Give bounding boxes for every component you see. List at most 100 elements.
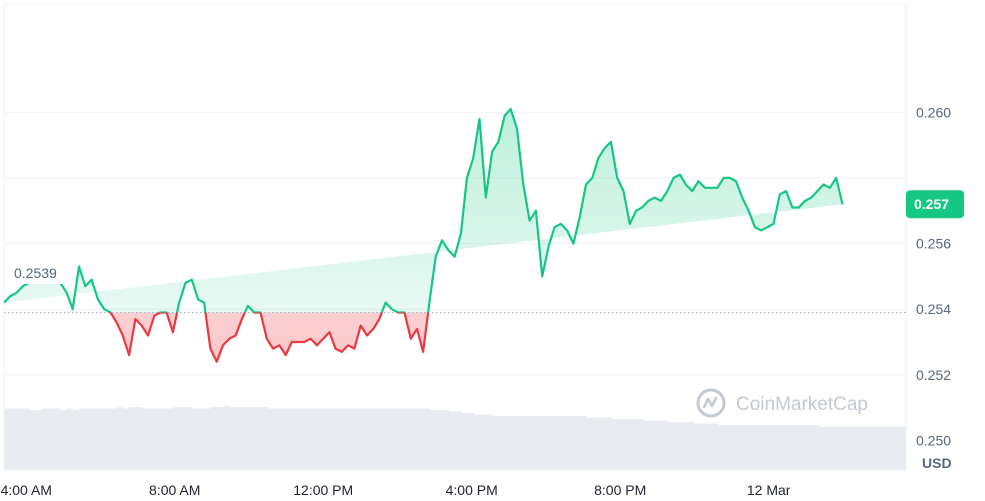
volume-bar bbox=[642, 420, 650, 470]
volume-bar bbox=[868, 426, 875, 470]
volume-bar bbox=[97, 408, 105, 470]
volume-bar bbox=[123, 408, 130, 470]
watermark-text: CoinMarketCap bbox=[736, 394, 868, 415]
volume-bar bbox=[60, 410, 67, 470]
volume-bar bbox=[348, 408, 356, 470]
volume-bar bbox=[511, 416, 518, 470]
volume-bar bbox=[849, 426, 857, 470]
volume-bar bbox=[580, 416, 587, 470]
volume-bar bbox=[373, 408, 381, 470]
volume-bar bbox=[686, 422, 694, 470]
volume-bar bbox=[135, 407, 143, 470]
volume-bar bbox=[617, 419, 625, 470]
volume-bar bbox=[655, 420, 663, 470]
volume-bar bbox=[436, 410, 443, 470]
volume-bar bbox=[229, 407, 237, 470]
volume-bar bbox=[35, 410, 42, 470]
volume-bar bbox=[786, 425, 794, 470]
volume-bar bbox=[379, 408, 387, 470]
volume-bar bbox=[116, 407, 124, 470]
volume-bar bbox=[448, 411, 456, 470]
x-tick-label: 8:00 PM bbox=[594, 482, 646, 498]
volume-bar bbox=[586, 417, 594, 470]
price-line-up bbox=[4, 107, 844, 313]
plot-frame bbox=[3, 3, 907, 471]
volume-bar bbox=[874, 426, 882, 470]
volume-bar bbox=[173, 407, 180, 470]
y-tick-label: 0.252 bbox=[916, 367, 951, 383]
x-tick-label: 8:00 AM bbox=[149, 482, 200, 498]
volume-bar bbox=[743, 425, 750, 470]
y-tick-label: 0.250 bbox=[916, 432, 951, 448]
volume-bar bbox=[442, 410, 450, 470]
volume-bar bbox=[567, 416, 575, 470]
volume-bar bbox=[223, 405, 230, 470]
grid-lines bbox=[4, 111, 906, 441]
baseline-label: 0.2539 bbox=[8, 262, 70, 284]
coinmarketcap-logo-icon bbox=[696, 388, 726, 418]
volume-bar bbox=[624, 419, 631, 470]
volume-bar bbox=[799, 425, 807, 470]
volume-bar bbox=[141, 408, 149, 470]
volume-bar bbox=[310, 408, 318, 470]
volume-bar bbox=[166, 408, 174, 470]
volume-bar bbox=[4, 408, 11, 470]
volume-bar bbox=[630, 419, 637, 470]
volume-bar bbox=[730, 425, 738, 470]
volume-bar bbox=[204, 408, 212, 470]
area-above-baseline bbox=[4, 109, 843, 313]
volume-bar bbox=[774, 425, 782, 470]
x-tick-label: 12 Mar bbox=[747, 482, 791, 498]
volume-bar bbox=[592, 417, 600, 470]
volume-bar bbox=[536, 416, 543, 470]
volume-bar bbox=[467, 413, 475, 470]
volume-bar bbox=[429, 410, 437, 470]
volume-bar bbox=[354, 408, 362, 470]
volume-bar bbox=[761, 425, 769, 470]
volume-bar bbox=[79, 408, 86, 470]
volume-bar bbox=[749, 425, 756, 470]
volume-bar bbox=[843, 426, 850, 470]
volume-bar bbox=[705, 423, 713, 470]
volume-bar bbox=[893, 426, 901, 470]
volume-bar bbox=[279, 408, 287, 470]
volume-bar bbox=[198, 408, 205, 470]
volume-bar bbox=[793, 425, 800, 470]
volume-bar bbox=[461, 413, 468, 470]
volume-bar bbox=[542, 416, 550, 470]
volume-bar bbox=[724, 425, 731, 470]
volume-bar bbox=[755, 425, 763, 470]
volume-bars bbox=[4, 405, 907, 470]
volume-bar bbox=[285, 408, 293, 470]
volume-bar bbox=[780, 425, 788, 470]
y-tick-label: 0.256 bbox=[916, 236, 951, 252]
baseline-value: 0.2539 bbox=[14, 265, 57, 281]
volume-bar bbox=[611, 419, 619, 470]
volume-bar bbox=[72, 410, 80, 470]
volume-bar bbox=[16, 408, 24, 470]
volume-bar bbox=[530, 416, 537, 470]
volume-bar bbox=[423, 408, 431, 470]
volume-bar bbox=[492, 416, 500, 470]
volume-bar bbox=[455, 411, 462, 470]
volume-bar bbox=[830, 426, 838, 470]
volume-bar bbox=[66, 408, 74, 470]
volume-bar bbox=[392, 408, 399, 470]
volume-bar bbox=[837, 426, 844, 470]
volume-bar bbox=[812, 425, 819, 470]
volume-bar bbox=[649, 420, 656, 470]
volume-bar bbox=[304, 408, 312, 470]
volume-bar bbox=[555, 416, 562, 470]
volume-bar bbox=[667, 422, 675, 470]
volume-bar bbox=[505, 416, 512, 470]
price-line-down bbox=[108, 312, 430, 363]
watermark: CoinMarketCap bbox=[696, 388, 868, 418]
volume-bar bbox=[91, 408, 99, 470]
volume-bar bbox=[699, 423, 706, 470]
volume-bar bbox=[862, 426, 869, 470]
volume-bar bbox=[693, 423, 700, 470]
volume-bar bbox=[480, 414, 487, 470]
x-tick-label: 12:00 PM bbox=[293, 482, 353, 498]
x-axis: 4:00 AM 8:00 AM 12:00 PM 4:00 PM 8:00 PM 12 M… bbox=[1, 482, 791, 498]
